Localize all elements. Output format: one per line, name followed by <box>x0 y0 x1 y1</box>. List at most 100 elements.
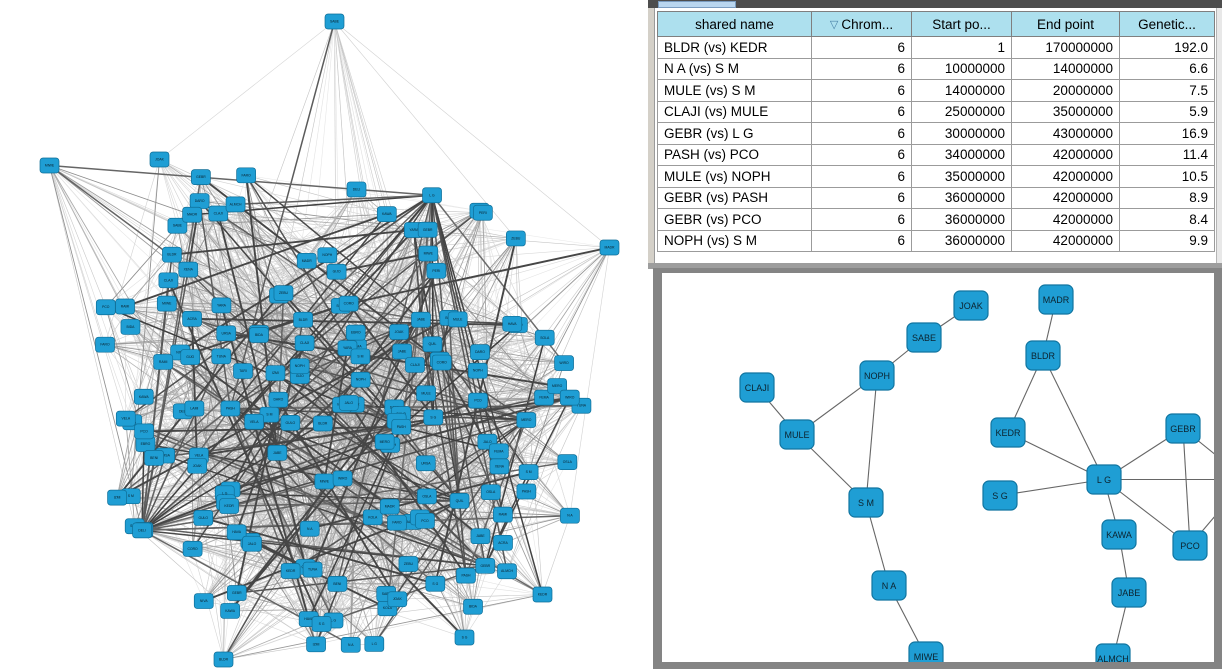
main-network-edge[interactable] <box>304 21 335 344</box>
main-network-edge[interactable] <box>217 213 307 568</box>
cell-end_point[interactable]: 20000000 <box>1011 79 1120 102</box>
main-network-canvas[interactable]: SABE MIWE JOAK MADR BLDR KEDR S G L G GEBR PASH PC… <box>0 0 648 669</box>
main-network-node[interactable]: WIRO <box>554 355 574 371</box>
cell-shared_name[interactable]: NOPH (vs) S M <box>657 229 812 252</box>
cell-shared_name[interactable]: GEBR (vs) PASH <box>657 186 812 209</box>
column-header-shared_name[interactable]: shared name <box>657 11 812 37</box>
main-network-node[interactable]: GEBR <box>475 557 496 574</box>
cell-start_point[interactable]: 36000000 <box>911 186 1012 209</box>
cell-chromosome[interactable]: 6 <box>811 100 912 123</box>
main-network-edge[interactable] <box>49 164 402 428</box>
main-network-edge[interactable] <box>251 543 474 608</box>
subnetwork-node[interactable]: MULE <box>779 419 815 450</box>
main-network-edge[interactable] <box>336 252 429 273</box>
main-network-node[interactable]: PASH <box>516 483 537 500</box>
main-network-edge[interactable] <box>315 238 517 645</box>
main-network-node[interactable]: ACRA <box>182 311 202 327</box>
main-network-node[interactable]: EBRO <box>345 324 366 341</box>
main-network-node[interactable]: S G <box>425 575 446 592</box>
main-network-node[interactable]: BIDA <box>463 598 483 615</box>
main-network-node[interactable]: BENI <box>144 450 164 466</box>
cell-start_point[interactable]: 36000000 <box>911 229 1012 252</box>
edge-attribute-table-panel[interactable]: shared name ▽ Chrom... Start po... End point… <box>648 8 1222 263</box>
main-network-node[interactable]: DARO <box>268 391 289 408</box>
main-network-edge[interactable] <box>164 454 486 567</box>
main-network-edge[interactable] <box>401 419 527 428</box>
main-network-node[interactable]: DARO <box>189 193 210 209</box>
main-network-edge[interactable] <box>131 422 144 531</box>
main-network-edge[interactable] <box>116 254 173 498</box>
main-network-edge[interactable] <box>226 332 558 387</box>
main-network-node[interactable]: XENA <box>178 261 199 278</box>
main-network-edge[interactable] <box>141 408 231 531</box>
main-network-edge[interactable] <box>569 247 610 516</box>
main-network-edge[interactable] <box>141 270 437 531</box>
main-network-edge[interactable] <box>49 165 322 625</box>
main-network-node[interactable]: IZMI <box>306 636 326 653</box>
table-vertical-scrollbar[interactable] <box>1216 8 1222 263</box>
cell-shared_name[interactable]: GEBR (vs) PCO <box>657 208 812 231</box>
cell-start_point[interactable]: 1 <box>911 36 1012 59</box>
main-network-edge[interactable] <box>116 443 146 498</box>
main-network-edge[interactable] <box>218 213 307 262</box>
main-network-edge[interactable] <box>235 204 375 645</box>
main-network-edge[interactable] <box>223 522 398 660</box>
main-network-edge[interactable] <box>334 21 517 239</box>
main-network-edge[interactable] <box>517 324 545 398</box>
subnetwork-node[interactable]: ALMCH <box>1095 643 1131 662</box>
main-network-node[interactable]: JALO <box>242 535 262 552</box>
main-network-node[interactable]: TUNA <box>302 561 323 578</box>
subnetwork-node[interactable]: CLAJI <box>739 372 775 403</box>
cell-chromosome[interactable]: 6 <box>811 165 912 188</box>
main-network-edge[interactable] <box>116 200 201 498</box>
main-network-node[interactable]: S M <box>518 464 539 480</box>
main-network-edge[interactable] <box>116 422 133 498</box>
main-network-edge[interactable] <box>356 189 545 398</box>
main-network-edge[interactable] <box>400 253 430 427</box>
main-network-node[interactable]: S M <box>259 406 280 423</box>
main-network-node[interactable]: RAMI <box>493 506 513 523</box>
main-network-node[interactable]: PCO <box>95 299 116 316</box>
subnetwork-node[interactable]: GEBR <box>1165 413 1201 444</box>
main-network-node[interactable]: PASH <box>456 567 476 584</box>
main-network-edge[interactable] <box>426 419 527 497</box>
main-network-node[interactable]: ZEBU <box>273 285 294 301</box>
main-network-node[interactable]: ACRA <box>493 534 513 551</box>
main-network-node[interactable]: BLDR <box>162 246 182 263</box>
main-network-node[interactable]: HAVA <box>502 315 523 332</box>
main-network-node[interactable]: JABE <box>470 528 491 545</box>
main-network-node[interactable]: MIWE <box>314 473 335 490</box>
main-network-edge[interactable] <box>356 189 480 212</box>
main-network-node[interactable]: MERO <box>516 412 537 428</box>
cell-genetic[interactable]: 8.9 <box>1119 186 1215 209</box>
main-network-edge[interactable] <box>144 425 402 433</box>
main-network-node[interactable]: NIVA <box>193 593 214 609</box>
main-network-node[interactable]: KAWA <box>133 388 154 405</box>
subnetwork-node[interactable]: SABE <box>906 322 942 353</box>
main-network-node[interactable]: CLAJI <box>294 335 315 351</box>
cell-shared_name[interactable]: CLAJI (vs) MULE <box>657 100 812 123</box>
cell-start_point[interactable]: 25000000 <box>911 100 1012 123</box>
main-network-node[interactable]: JABE <box>411 311 431 328</box>
subnetwork-node[interactable]: KAWA <box>1101 519 1137 550</box>
main-network-edge[interactable] <box>199 200 260 336</box>
main-network-edge[interactable] <box>221 305 527 492</box>
main-network-node[interactable]: CORO <box>182 541 203 557</box>
cell-chromosome[interactable]: 6 <box>811 229 912 252</box>
attribute-table[interactable]: shared name ▽ Chrom... Start po... End point… <box>657 11 1215 252</box>
main-network-edge[interactable] <box>236 565 486 594</box>
subnetwork-node[interactable]: JOAK <box>953 290 989 321</box>
cell-start_point[interactable]: 30000000 <box>911 122 1012 145</box>
main-network-edge[interactable] <box>386 213 610 248</box>
cell-start_point[interactable]: 14000000 <box>911 79 1012 102</box>
main-network-edge[interactable] <box>171 229 414 256</box>
main-network-edge[interactable] <box>397 594 543 600</box>
main-network-edge[interactable] <box>515 238 519 326</box>
main-network-edge[interactable] <box>236 592 317 645</box>
main-network-node[interactable]: FARO <box>387 514 407 531</box>
main-network-edge[interactable] <box>431 195 501 467</box>
cell-shared_name[interactable]: MULE (vs) S M <box>657 79 812 102</box>
main-network-node[interactable]: ALMCH <box>225 196 246 213</box>
cell-genetic[interactable]: 7.5 <box>1119 79 1215 102</box>
main-network-node[interactable]: SOLA <box>534 329 555 346</box>
